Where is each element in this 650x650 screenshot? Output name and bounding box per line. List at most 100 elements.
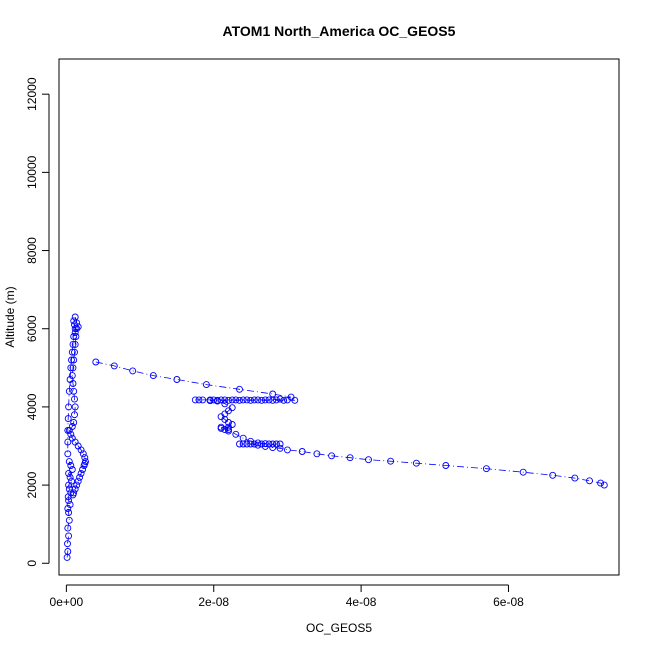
data-point — [412, 459, 420, 467]
y-tick-label: 0 — [25, 560, 39, 567]
data-point — [225, 423, 232, 431]
data-point — [73, 481, 81, 489]
data-point — [210, 396, 218, 404]
data-point — [206, 397, 214, 405]
data-point — [442, 462, 450, 469]
data-point — [74, 323, 82, 331]
data-point — [76, 473, 84, 481]
data-point — [549, 471, 557, 479]
series-line — [95, 361, 295, 432]
x-axis-title: OC_GEOS5 — [306, 621, 372, 635]
series-line — [220, 426, 605, 486]
y-tick-label: 2000 — [25, 471, 39, 498]
data-point — [65, 532, 73, 540]
data-point — [64, 438, 72, 446]
data-point — [173, 376, 181, 383]
x-tick-label: 4e-08 — [346, 595, 377, 609]
data-point — [67, 364, 75, 372]
data-point — [600, 481, 608, 489]
y-tick-label: 10000 — [25, 155, 39, 189]
data-point — [254, 396, 262, 404]
data-point — [225, 396, 232, 404]
data-point — [68, 477, 75, 485]
data-point — [70, 489, 78, 497]
data-point — [232, 396, 240, 404]
data-point — [276, 395, 284, 403]
data-point — [71, 348, 78, 356]
data-point — [346, 454, 354, 462]
chart-title: ATOM1 North_America OC_GEOS5 — [223, 23, 456, 39]
data-point — [73, 325, 81, 333]
data-point — [68, 372, 76, 380]
data-point — [269, 396, 277, 404]
data-point — [225, 426, 232, 434]
data-point — [482, 465, 490, 473]
plot-frame — [58, 58, 620, 576]
data-point — [66, 473, 74, 481]
data-point — [269, 440, 277, 448]
data-point — [67, 462, 75, 469]
data-point — [71, 485, 79, 493]
data-point — [71, 313, 79, 321]
data-point — [236, 396, 243, 404]
y-axis: 0 2000 4000 6000 8000 10000 12000 — [25, 77, 50, 567]
x-tick-label: 6e-08 — [493, 595, 524, 609]
data-point — [81, 454, 89, 462]
data-point — [239, 396, 247, 404]
data-point — [64, 548, 72, 555]
data-point — [283, 396, 291, 404]
data-point — [265, 440, 273, 448]
data-point — [291, 396, 299, 404]
data-point — [265, 396, 273, 404]
data-point — [228, 396, 236, 404]
data-point — [77, 469, 85, 477]
data-point — [92, 358, 100, 366]
data-point — [228, 404, 236, 412]
data-point — [71, 411, 78, 419]
data-point — [261, 396, 269, 404]
data-point — [65, 458, 73, 466]
y-tick-label: 4000 — [25, 393, 39, 420]
data-point — [79, 450, 87, 458]
data-point — [221, 426, 229, 434]
data-point — [68, 348, 76, 356]
data-point — [217, 396, 225, 404]
data-point — [225, 419, 232, 426]
x-tick-label: 2e-08 — [198, 595, 229, 609]
data-point — [298, 448, 306, 455]
data-point — [280, 396, 288, 404]
data-point — [236, 385, 243, 393]
data-point — [64, 426, 72, 434]
data-point — [236, 440, 243, 448]
data-point — [64, 450, 72, 458]
data-point — [239, 440, 247, 448]
data-point — [69, 364, 77, 372]
data-point — [254, 439, 262, 447]
data-point — [71, 403, 79, 411]
data-point — [82, 458, 89, 466]
data-point — [387, 457, 395, 465]
data-point — [261, 442, 269, 450]
data-point — [254, 441, 262, 449]
data-point — [67, 489, 75, 497]
data-point — [283, 446, 291, 454]
data-point — [191, 396, 199, 404]
y-tick-label: 12000 — [25, 77, 39, 111]
data-point — [243, 396, 251, 404]
data-point — [272, 440, 280, 448]
data-point — [64, 415, 72, 423]
data-point — [213, 397, 221, 405]
y-tick-label: 8000 — [25, 237, 39, 264]
data-point — [195, 396, 203, 404]
data-point — [65, 387, 73, 395]
data-point — [68, 356, 75, 364]
data-point — [68, 423, 76, 430]
data-point — [68, 434, 76, 442]
data-point — [70, 419, 78, 426]
data-point — [74, 477, 82, 485]
data-point — [202, 381, 210, 389]
data-point — [217, 423, 225, 431]
data-point — [69, 340, 77, 348]
y-tick-label: 6000 — [25, 315, 39, 342]
